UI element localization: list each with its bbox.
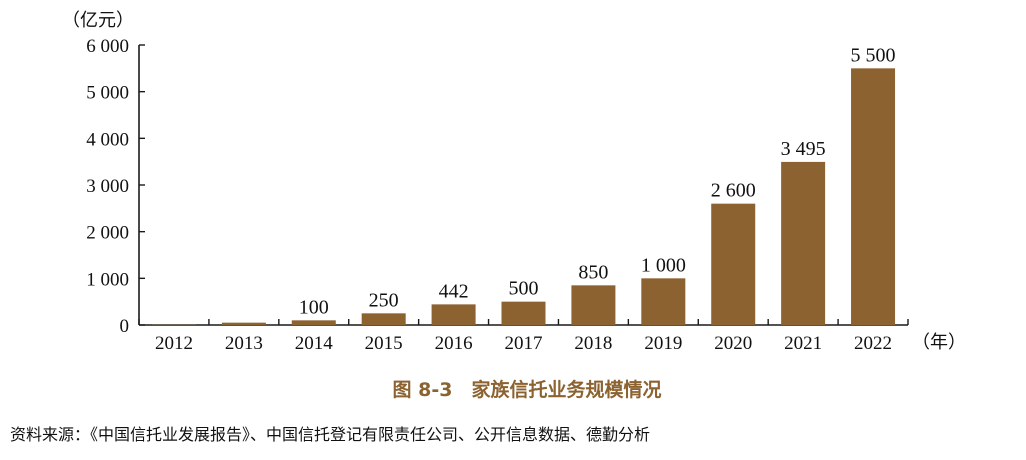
x-tick-label: 2020 [714,333,752,354]
x-axis: 2012 2013 2014 2015 2016 2017 2018 2019 2020 2021… [138,319,909,354]
bar [571,285,616,325]
y-tick-label: 1 000 [86,269,129,290]
bar [501,301,546,325]
bar [711,203,756,325]
bars [151,68,896,325]
x-tick-label: 2021 [784,333,822,354]
bar-value-label: 250 [369,289,399,311]
bar [291,320,336,325]
x-tick-label: 2016 [435,333,473,354]
bar [641,278,686,325]
x-tick-label: 2015 [365,333,403,354]
y-tick-label: 6 000 [86,36,129,57]
figure-title: 图 8-3 家族信托业务规模情况 [393,378,662,401]
x-tick-label: 2014 [295,333,334,354]
bar-value-label: 2 600 [711,180,756,202]
bar-value-label: 3 495 [781,138,826,160]
bar-value-label: 1 000 [641,254,686,276]
x-tick-label: 2018 [574,333,612,354]
bar [361,313,406,325]
x-tick-label: 2019 [644,333,682,354]
bar [221,322,266,325]
bar [781,161,826,325]
x-tick-label: 2017 [505,333,543,354]
y-axis-unit-label: （亿元） [62,10,134,31]
bar-value-label: 442 [439,280,469,302]
x-tick-label: 2013 [225,333,263,354]
bar-value-label: 100 [299,296,329,318]
bar-value-label: 5 500 [851,44,896,66]
bar-value-label: 500 [509,278,539,300]
source-note: 资料来源：《中国信托业发展报告》、中国信托登记有限责任公司、公开信息数据、德勤分… [10,425,650,444]
y-tick-label: 5 000 [86,83,129,104]
x-axis-unit-label: （年） [912,332,966,353]
bar-value-label: 850 [578,261,608,283]
x-tick-label: 2012 [155,333,193,354]
y-tick-label: 3 000 [86,176,129,197]
y-tick-label: 4 000 [86,129,129,150]
x-tick-label: 2022 [854,333,892,354]
bar [851,68,896,325]
y-tick-label: 2 000 [86,223,129,244]
data-labels: 100 250 442 500 850 1 000 2 600 3 495 5 500 [299,44,896,318]
y-axis: 0 1 000 2 000 3 000 4 000 5 000 6 000 [86,36,145,337]
y-tick-label: 0 [120,316,130,337]
bar [431,304,476,325]
